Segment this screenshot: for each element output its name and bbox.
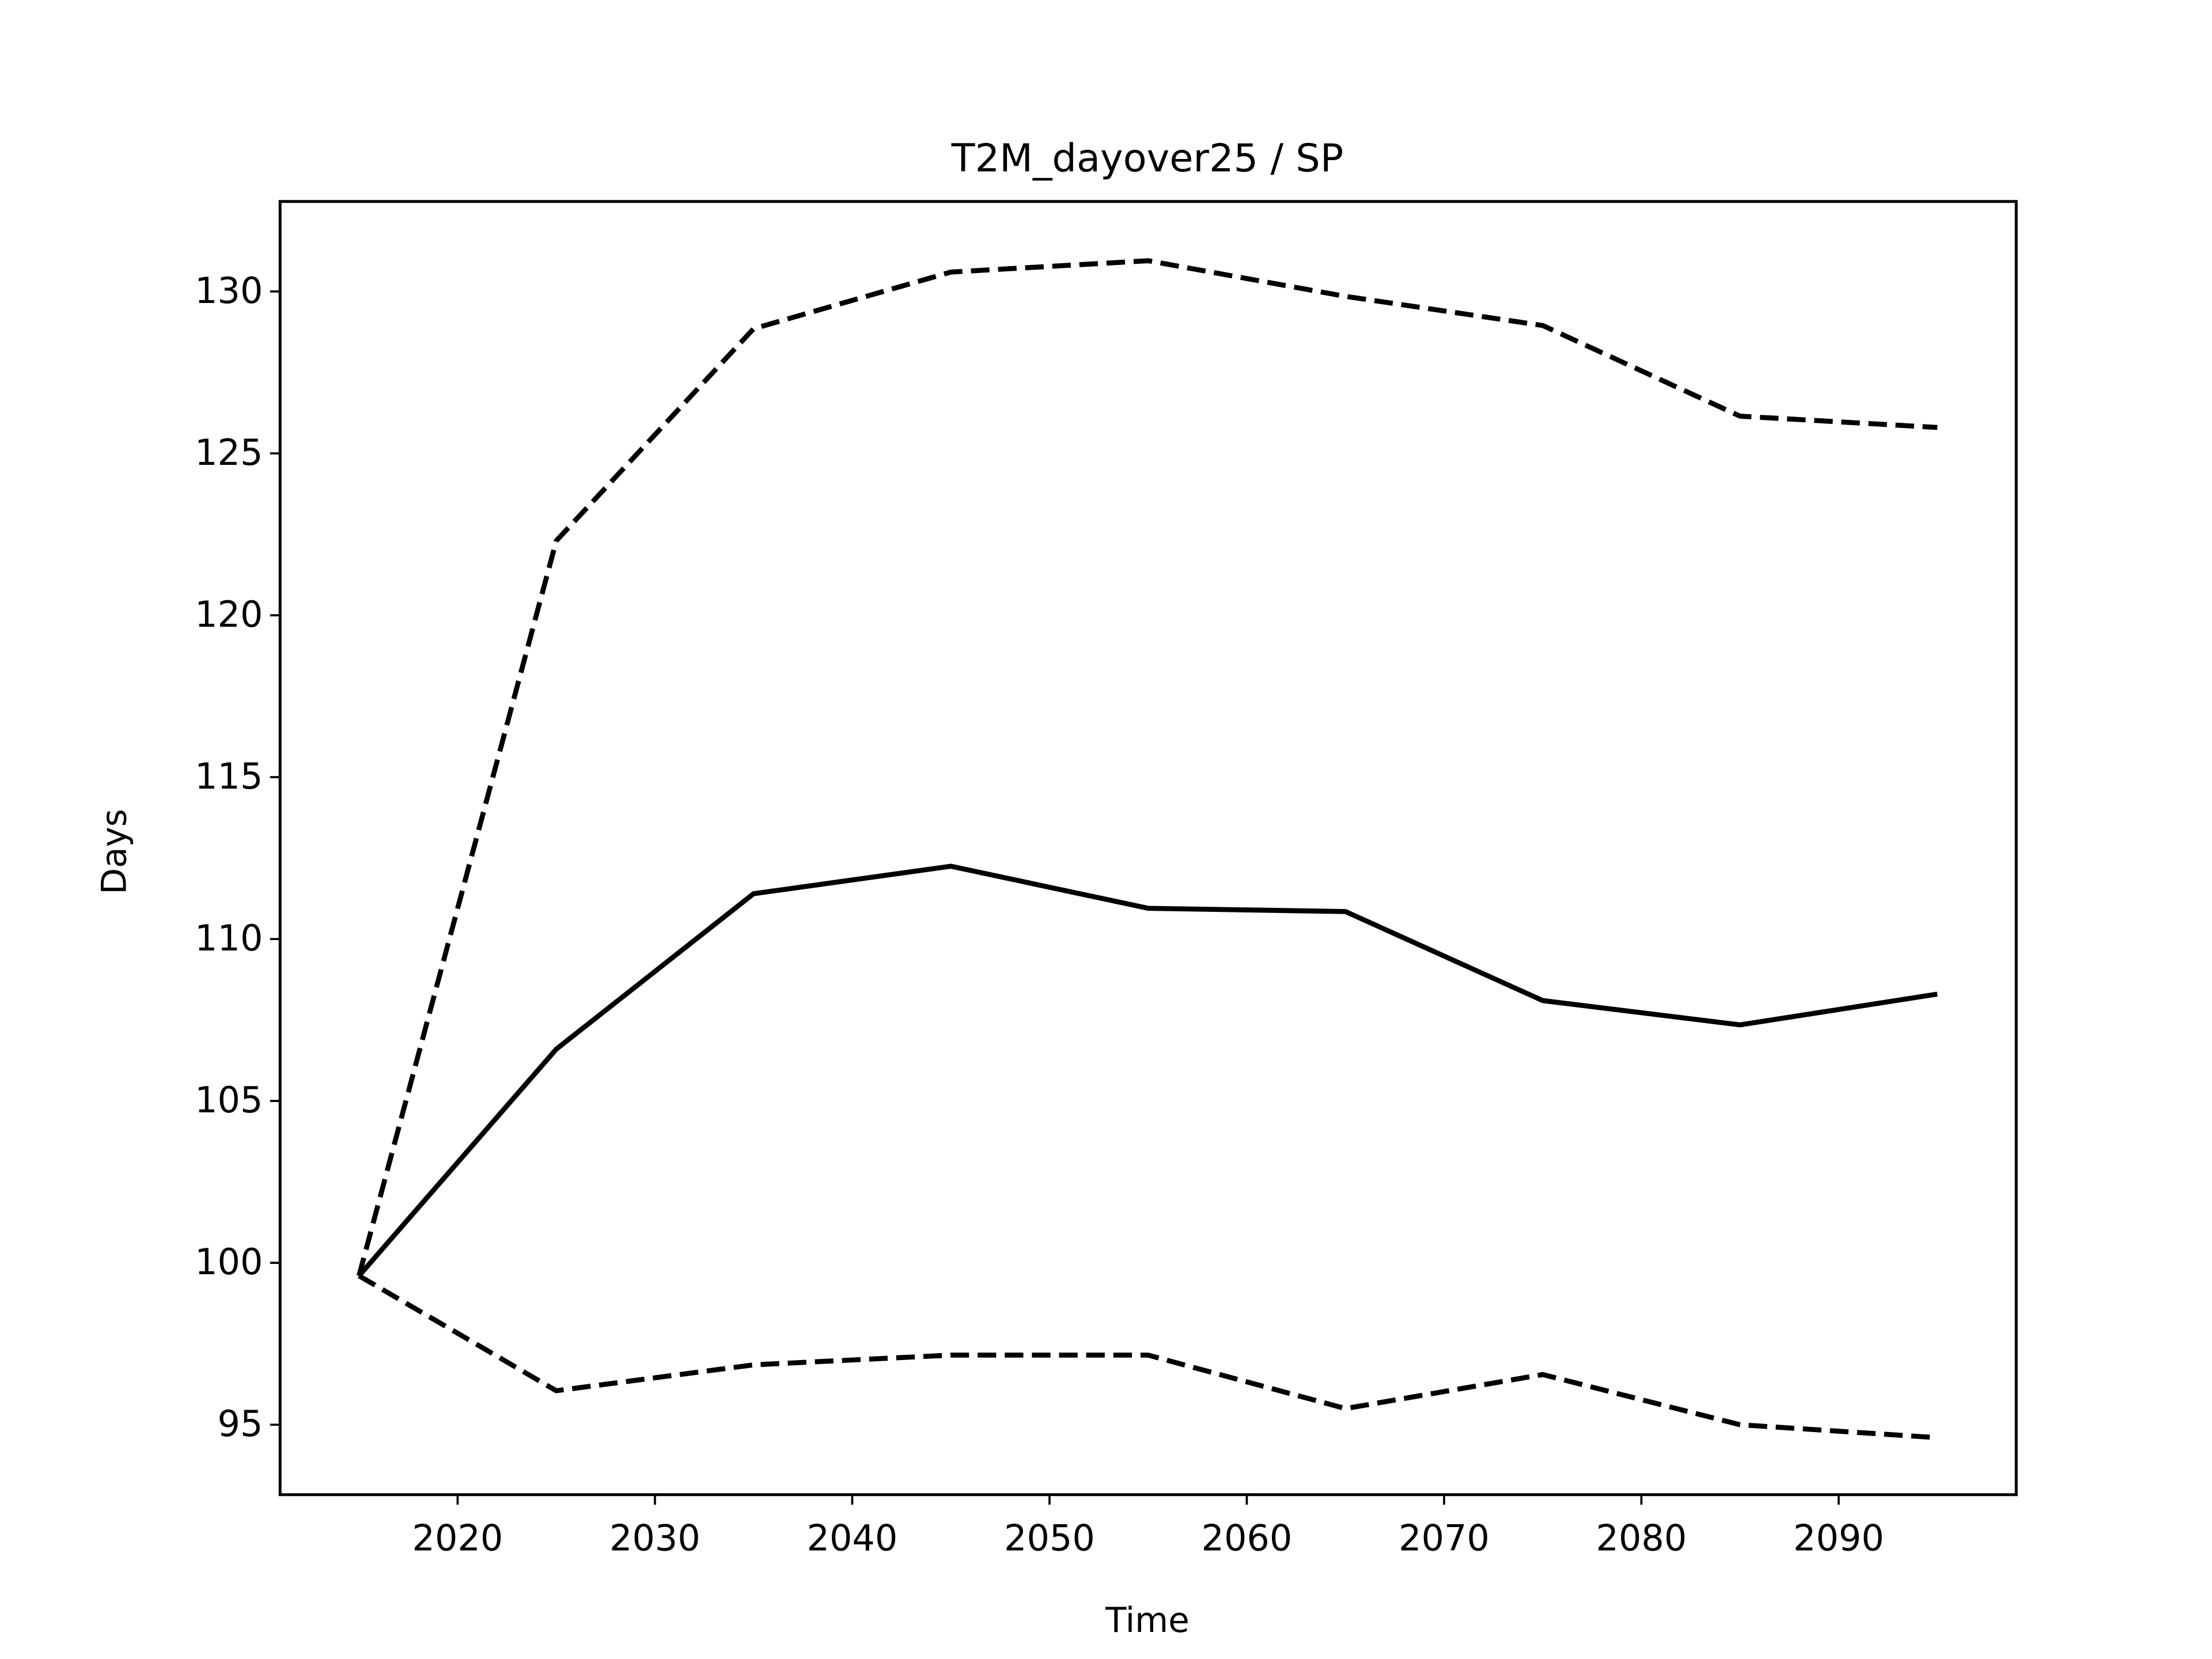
y-tick-label: 130 [195,270,263,312]
y-tick-label: 120 [195,593,263,635]
x-tick-label: 2050 [1004,1517,1095,1559]
x-tick-label: 2030 [609,1517,700,1559]
x-tick-label: 2060 [1202,1517,1293,1559]
plot-frame [278,200,2018,1497]
series-line [358,1274,1938,1441]
x-tick-label: 2040 [807,1517,898,1559]
x-tick-label: 2020 [412,1517,503,1559]
x-tick-label: 2090 [1793,1517,1884,1559]
y-tick-label: 105 [195,1079,263,1121]
series-line [357,258,1938,1277]
y-tick-label: 100 [195,1241,263,1283]
series-line [357,863,1938,1278]
x-tick-label: 2070 [1399,1517,1490,1559]
y-tick-label: 125 [195,431,263,474]
chart-title: T2M_dayover25 / SP [951,136,1344,181]
y-tick-label: 115 [195,755,263,797]
y-tick-label: 95 [218,1403,263,1445]
y-tick-label: 110 [195,917,263,959]
x-tick-label: 2080 [1596,1517,1687,1559]
y-axis-label: Days [94,809,134,895]
x-axis-label: Time [1105,1601,1190,1641]
